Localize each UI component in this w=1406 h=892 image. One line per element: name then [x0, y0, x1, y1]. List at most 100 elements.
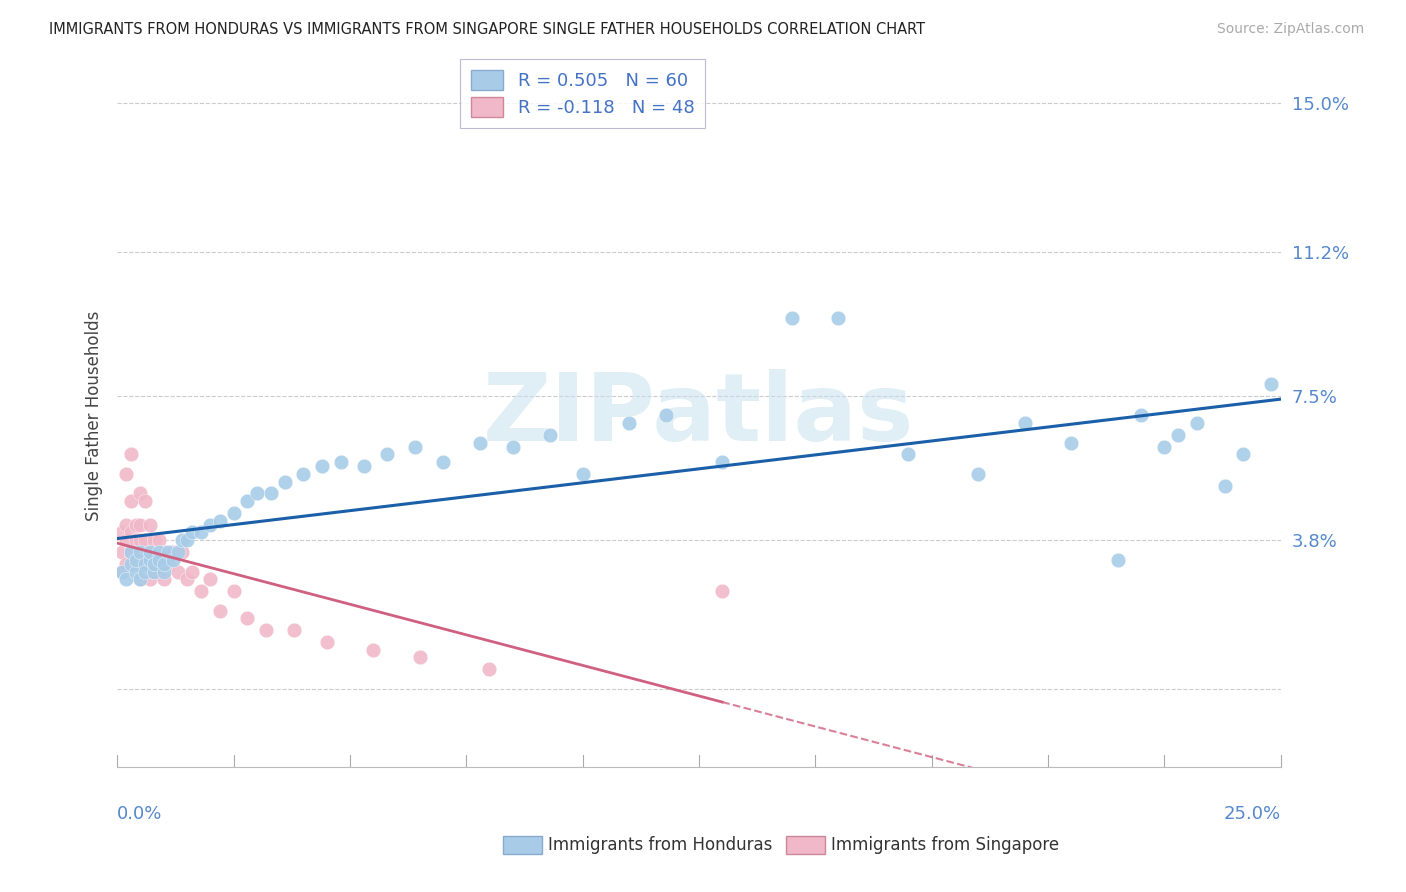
Point [134, 557, 156, 571]
Point [172, 545, 194, 559]
Point [162, 545, 184, 559]
Text: 0.0%: 0.0% [117, 805, 163, 823]
Point [274, 475, 297, 489]
Point [120, 525, 142, 540]
Point [125, 557, 148, 571]
Point [125, 565, 148, 579]
Point [143, 565, 166, 579]
Point [190, 584, 212, 599]
Point [139, 553, 162, 567]
Point [246, 486, 269, 500]
Point [571, 467, 593, 481]
Point [166, 565, 188, 579]
Point [827, 310, 849, 325]
Text: ZIPatlas: ZIPatlas [484, 369, 914, 461]
Point [120, 494, 142, 508]
Point [152, 572, 174, 586]
Point [222, 506, 245, 520]
Point [148, 533, 170, 548]
Point [1107, 553, 1129, 567]
Point [125, 517, 148, 532]
Point [176, 572, 198, 586]
Point [329, 455, 352, 469]
Point [143, 557, 166, 571]
Point [375, 447, 398, 461]
Point [655, 409, 678, 423]
Point [162, 553, 184, 567]
Point [180, 525, 202, 540]
Point [115, 517, 138, 532]
Point [148, 553, 170, 567]
Point [408, 650, 430, 665]
Point [152, 565, 174, 579]
Point [1232, 447, 1254, 461]
Point [115, 533, 138, 548]
Point [129, 572, 152, 586]
Point [1260, 377, 1282, 392]
Point [129, 545, 152, 559]
Point [139, 572, 162, 586]
Point [143, 533, 166, 548]
Point [120, 545, 142, 559]
Point [260, 486, 283, 500]
Point [208, 514, 231, 528]
Point [361, 642, 384, 657]
Point [125, 533, 148, 548]
Point [478, 662, 501, 676]
Point [111, 545, 134, 559]
Point [139, 545, 162, 559]
Point [311, 459, 333, 474]
Point [172, 533, 194, 548]
Point [129, 533, 152, 548]
Point [176, 533, 198, 548]
Point [1185, 416, 1208, 430]
Point [111, 565, 134, 579]
Text: Immigrants from Singapore: Immigrants from Singapore [831, 836, 1059, 854]
Point [134, 533, 156, 548]
Point [139, 517, 162, 532]
Point [1153, 440, 1175, 454]
Point [148, 545, 170, 559]
Point [125, 553, 148, 567]
Point [120, 557, 142, 571]
Point [617, 416, 640, 430]
Point [1014, 416, 1036, 430]
Point [120, 447, 142, 461]
Y-axis label: Single Father Households: Single Father Households [86, 310, 103, 521]
Text: Source: ZipAtlas.com: Source: ZipAtlas.com [1216, 22, 1364, 37]
Point [152, 557, 174, 571]
Point [139, 545, 162, 559]
Point [404, 440, 426, 454]
Point [134, 494, 156, 508]
Point [967, 467, 990, 481]
Point [283, 623, 305, 637]
Point [115, 572, 138, 586]
Point [236, 494, 259, 508]
Point [1167, 428, 1189, 442]
Point [180, 565, 202, 579]
Point [538, 428, 561, 442]
Point [166, 545, 188, 559]
Point [129, 486, 152, 500]
Point [152, 545, 174, 559]
Text: 25.0%: 25.0% [1223, 805, 1281, 823]
Point [711, 584, 734, 599]
Point [148, 565, 170, 579]
Text: IMMIGRANTS FROM HONDURAS VS IMMIGRANTS FROM SINGAPORE SINGLE FATHER HOUSEHOLDS C: IMMIGRANTS FROM HONDURAS VS IMMIGRANTS F… [49, 22, 925, 37]
Point [780, 310, 803, 325]
Point [208, 603, 231, 617]
Point [502, 440, 524, 454]
Point [129, 517, 152, 532]
Point [111, 525, 134, 540]
Point [200, 517, 222, 532]
Point [353, 459, 375, 474]
Point [143, 565, 166, 579]
Point [190, 525, 212, 540]
Point [157, 557, 180, 571]
Point [1130, 409, 1153, 423]
Point [222, 584, 245, 599]
Point [470, 435, 492, 450]
Point [134, 565, 156, 579]
Point [111, 565, 134, 579]
Point [120, 545, 142, 559]
